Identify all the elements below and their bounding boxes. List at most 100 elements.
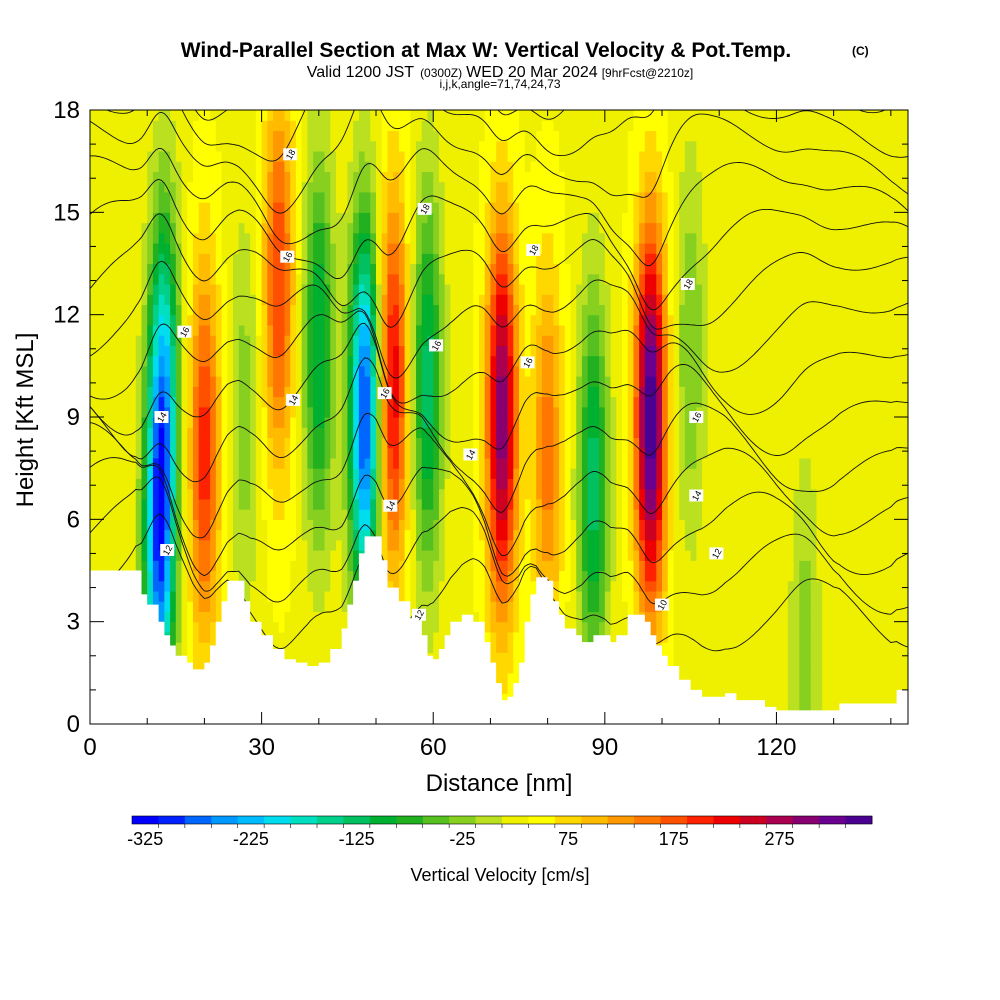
velocity-cell bbox=[461, 355, 469, 367]
velocity-cell bbox=[473, 386, 480, 398]
velocity-cell bbox=[553, 161, 560, 172]
velocity-cell bbox=[461, 324, 469, 336]
velocity-cell bbox=[467, 396, 474, 408]
velocity-cell bbox=[404, 519, 411, 531]
velocity-cell bbox=[490, 478, 497, 490]
velocity-cell bbox=[210, 529, 217, 541]
velocity-cell bbox=[404, 273, 411, 285]
velocity-cell bbox=[244, 550, 251, 561]
velocity-cell bbox=[507, 560, 514, 572]
velocity-cell bbox=[404, 550, 411, 561]
velocity-cell bbox=[170, 294, 177, 306]
velocity-cell bbox=[107, 406, 114, 418]
velocity-cell bbox=[164, 232, 171, 244]
velocity-cell bbox=[244, 519, 251, 531]
velocity-cell bbox=[301, 570, 308, 582]
velocity-cell bbox=[313, 509, 320, 520]
velocity-cell bbox=[124, 304, 131, 316]
velocity-cell bbox=[438, 468, 446, 479]
velocity-cell bbox=[478, 263, 486, 275]
velocity-cell bbox=[410, 560, 417, 572]
velocity-cell bbox=[381, 110, 389, 121]
velocity-cell bbox=[290, 222, 297, 234]
velocity-cell bbox=[152, 427, 160, 439]
velocity-cell bbox=[210, 171, 217, 183]
velocity-cell bbox=[519, 191, 526, 203]
velocity-cell bbox=[387, 232, 394, 244]
velocity-cell bbox=[507, 304, 514, 316]
velocity-cell bbox=[473, 570, 480, 582]
velocity-cell bbox=[227, 437, 234, 449]
velocity-cell bbox=[215, 345, 223, 357]
velocity-cell bbox=[536, 478, 543, 490]
velocity-cell bbox=[204, 386, 211, 398]
velocity-cell bbox=[141, 417, 148, 428]
velocity-cell bbox=[250, 120, 257, 132]
velocity-cell bbox=[284, 478, 291, 490]
velocity-cell bbox=[358, 273, 366, 285]
velocity-cell bbox=[210, 140, 217, 152]
velocity-cell bbox=[438, 539, 446, 551]
velocity-cell bbox=[278, 386, 286, 398]
velocity-cell bbox=[215, 365, 223, 377]
velocity-cell bbox=[541, 243, 549, 254]
velocity-cell bbox=[335, 601, 343, 613]
velocity-cell bbox=[536, 447, 543, 459]
velocity-cell bbox=[215, 294, 223, 306]
velocity-cell bbox=[398, 335, 406, 346]
velocity-cell bbox=[290, 171, 297, 183]
velocity-cell bbox=[341, 304, 349, 316]
velocity-cell bbox=[358, 130, 366, 142]
velocity-cell bbox=[175, 427, 183, 439]
velocity-cell bbox=[341, 519, 349, 531]
velocity-cell bbox=[141, 232, 148, 244]
velocity-cell bbox=[501, 130, 509, 142]
velocity-cell bbox=[112, 191, 120, 203]
velocity-cell bbox=[347, 222, 354, 234]
velocity-cell bbox=[295, 457, 303, 469]
velocity-cell bbox=[513, 590, 520, 602]
velocity-cell bbox=[410, 396, 417, 408]
velocity-cell bbox=[398, 550, 406, 561]
velocity-cell bbox=[124, 396, 131, 408]
velocity-cell bbox=[181, 243, 188, 254]
velocity-cell bbox=[347, 447, 354, 459]
velocity-cell bbox=[484, 253, 492, 265]
velocity-cell bbox=[387, 150, 394, 162]
velocity-cell bbox=[553, 468, 560, 479]
velocity-cell bbox=[175, 396, 183, 408]
velocity-cell bbox=[244, 498, 251, 510]
velocity-cell bbox=[175, 314, 183, 326]
velocity-cell bbox=[295, 355, 303, 367]
velocity-cell bbox=[238, 529, 246, 541]
velocity-cell bbox=[261, 376, 268, 387]
velocity-cell bbox=[536, 314, 543, 326]
velocity-cell bbox=[421, 335, 429, 346]
subtitle-zulu: (0300Z) bbox=[420, 66, 462, 80]
velocity-cell bbox=[278, 212, 286, 224]
velocity-cell bbox=[456, 427, 463, 439]
velocity-cell bbox=[484, 365, 492, 377]
velocity-cell bbox=[273, 396, 280, 408]
velocity-cell bbox=[456, 324, 463, 336]
velocity-cell bbox=[501, 345, 509, 357]
velocity-cell bbox=[347, 457, 354, 469]
velocity-cell bbox=[255, 376, 263, 387]
velocity-cell bbox=[427, 447, 434, 459]
velocity-cell bbox=[90, 110, 97, 121]
velocity-cell bbox=[124, 314, 131, 326]
velocity-cell bbox=[238, 396, 246, 408]
velocity-cell bbox=[341, 457, 349, 469]
velocity-cell bbox=[273, 365, 280, 377]
velocity-cell bbox=[101, 161, 108, 172]
velocity-cell bbox=[324, 365, 331, 377]
velocity-cell bbox=[347, 590, 354, 602]
velocity-cell bbox=[524, 273, 532, 285]
velocity-cell bbox=[175, 304, 183, 316]
velocity-cell bbox=[187, 130, 194, 142]
velocity-cell bbox=[318, 243, 326, 254]
velocity-cell bbox=[307, 488, 314, 500]
velocity-cell bbox=[101, 304, 108, 316]
velocity-cell bbox=[559, 468, 566, 479]
velocity-cell bbox=[547, 539, 554, 551]
